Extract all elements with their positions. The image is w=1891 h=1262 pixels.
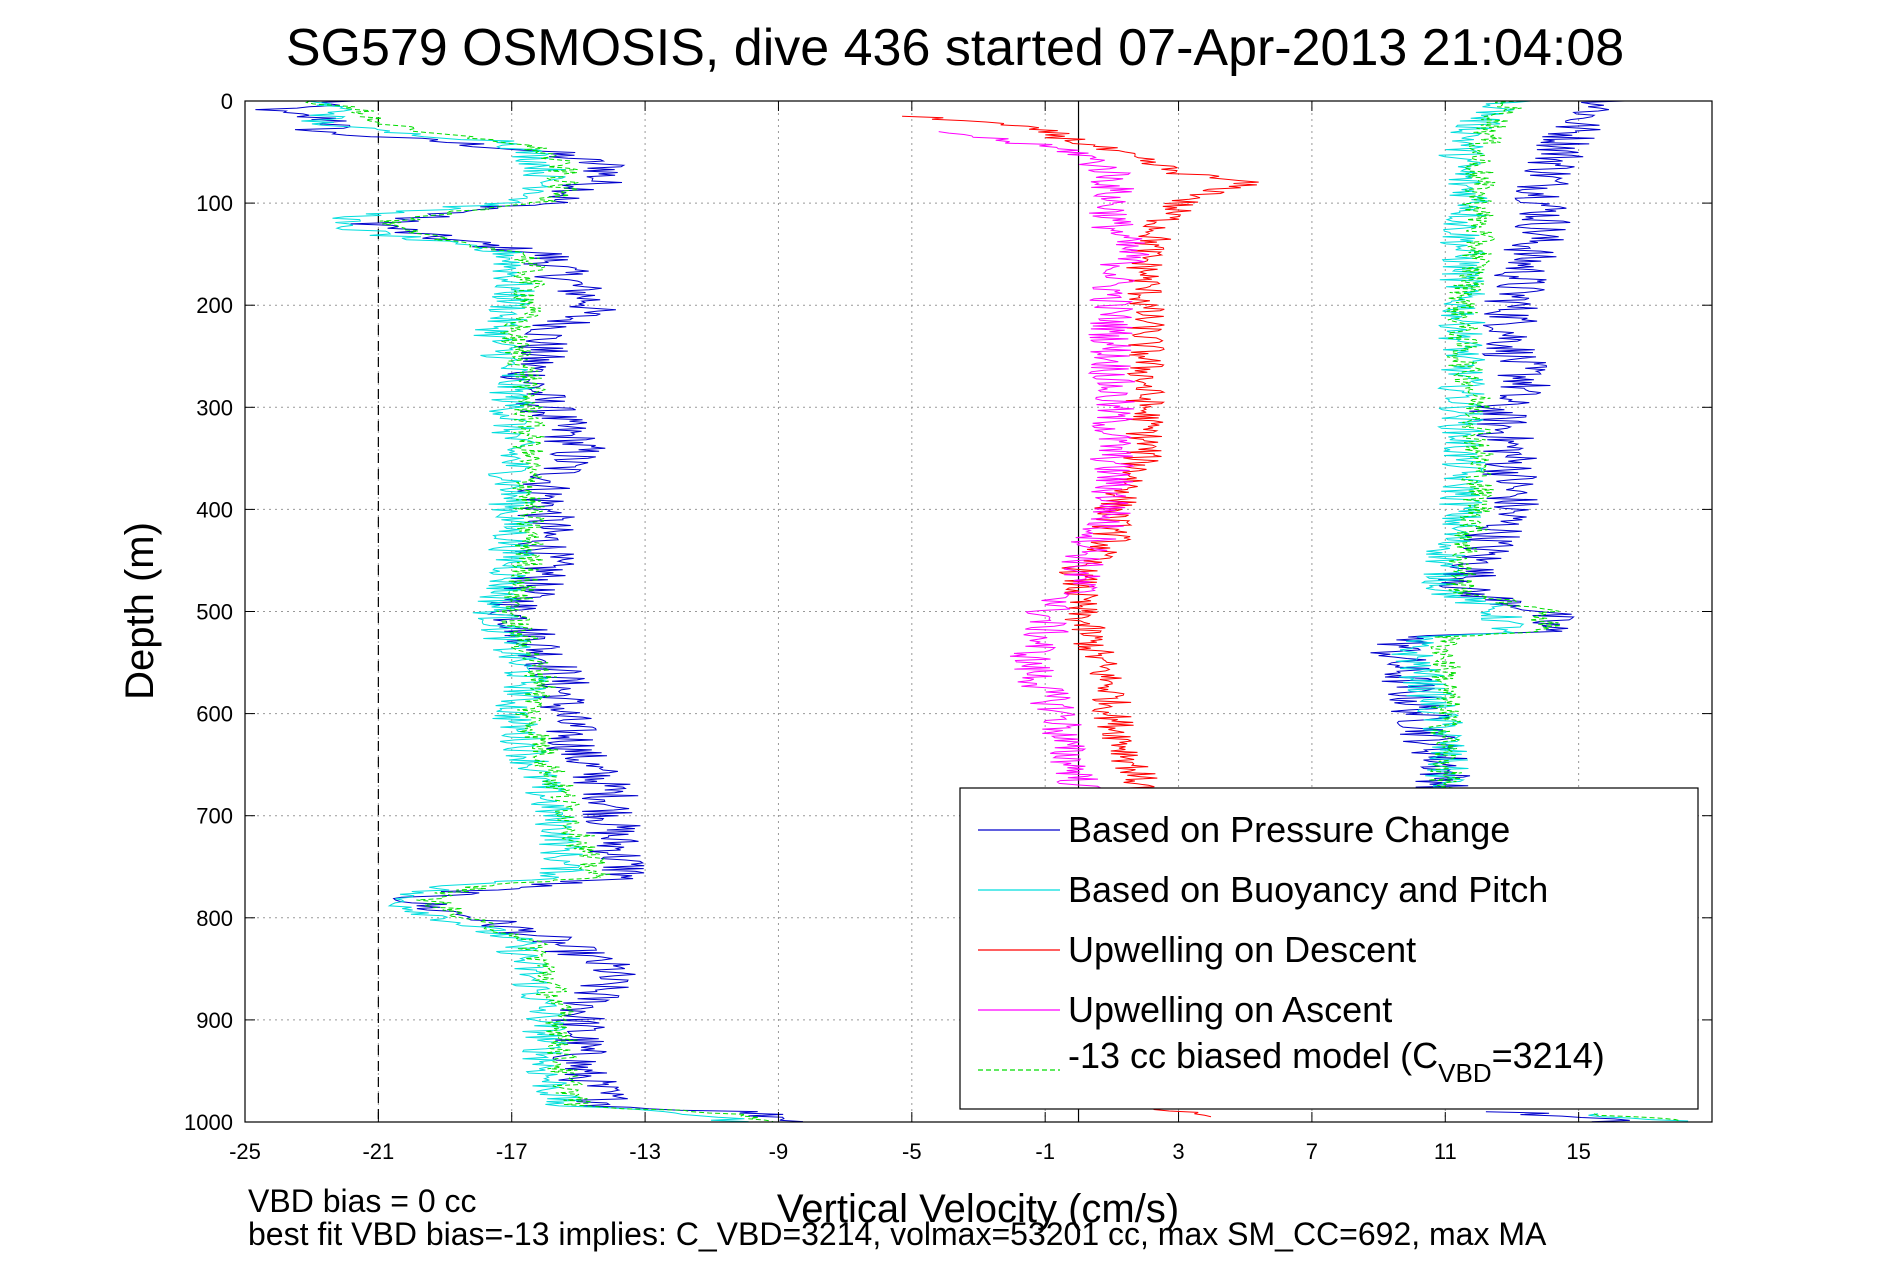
series-5 xyxy=(304,101,1681,1122)
x-tick-label: -5 xyxy=(902,1139,922,1164)
y-tick-label: 900 xyxy=(196,1008,233,1033)
y-axis-ticks: 0 100 200 300 400 500 600 700 800 900 1000 xyxy=(184,89,1712,1135)
series-line xyxy=(1588,1113,1689,1122)
y-tick-label: 400 xyxy=(196,497,233,522)
legend-label: Based on Pressure Change xyxy=(1068,809,1510,850)
x-tick-label: -9 xyxy=(769,1139,789,1164)
series-line xyxy=(938,131,1150,796)
series-line xyxy=(1428,101,1562,795)
y-tick-label: 800 xyxy=(196,906,233,931)
x-tick-label: 11 xyxy=(1434,1139,1457,1164)
chart-title: SG579 OSMOSIS, dive 436 started 07-Apr-2… xyxy=(286,19,1624,77)
x-tick-label: 7 xyxy=(1306,1139,1318,1164)
y-tick-label: 200 xyxy=(196,293,233,318)
x-tick-label: -25 xyxy=(229,1139,261,1164)
x-tick-label: -21 xyxy=(362,1139,394,1164)
x-tick-label: -13 xyxy=(629,1139,661,1164)
legend: Based on Pressure Change Based on Buoyanc… xyxy=(959,787,1699,1110)
legend-box xyxy=(959,787,1699,1110)
annotation-vbd-bias: VBD bias = 0 cc xyxy=(248,1183,477,1219)
x-tick-label: -1 xyxy=(1035,1139,1055,1164)
y-axis-label: Depth (m) xyxy=(118,522,162,700)
legend-label: Upwelling on Ascent xyxy=(1068,989,1392,1030)
series-line xyxy=(1593,1113,1681,1122)
series-line xyxy=(304,101,774,1122)
x-axis-label: Vertical Velocity (cm/s) xyxy=(777,1187,1179,1231)
x-tick-label: 3 xyxy=(1172,1139,1184,1164)
plot-area xyxy=(255,101,1689,1122)
series-line xyxy=(301,101,749,1122)
series-line xyxy=(1485,1111,1630,1122)
y-tick-label: 700 xyxy=(196,804,233,829)
series-2 xyxy=(301,101,1689,1122)
y-tick-label: 0 xyxy=(221,89,233,114)
series-line xyxy=(1370,101,1625,795)
y-tick-label: 500 xyxy=(196,600,233,625)
x-tick-label: -17 xyxy=(496,1139,528,1164)
annotation-best-fit: best fit VBD bias=-13 implies: C_VBD=321… xyxy=(248,1216,1547,1252)
x-tick-label: 15 xyxy=(1566,1139,1590,1164)
x-axis-ticks: -25 -21 -17 -13 -9 -5 -1 3 7 11 15 xyxy=(229,101,1591,1164)
legend-label: Upwelling on Descent xyxy=(1068,929,1416,970)
y-tick-label: 100 xyxy=(196,191,233,216)
series-line xyxy=(902,115,1259,796)
y-tick-label: 300 xyxy=(196,395,233,420)
legend-label-biased-model: -13 cc biased model (CVBD=3214) xyxy=(1068,1035,1605,1088)
series-line xyxy=(1391,101,1532,795)
series-4 xyxy=(938,131,1150,796)
y-tick-label: 1000 xyxy=(184,1110,233,1135)
y-tick-label: 600 xyxy=(196,702,233,727)
legend-label: Based on Buoyancy and Pitch xyxy=(1068,869,1548,910)
